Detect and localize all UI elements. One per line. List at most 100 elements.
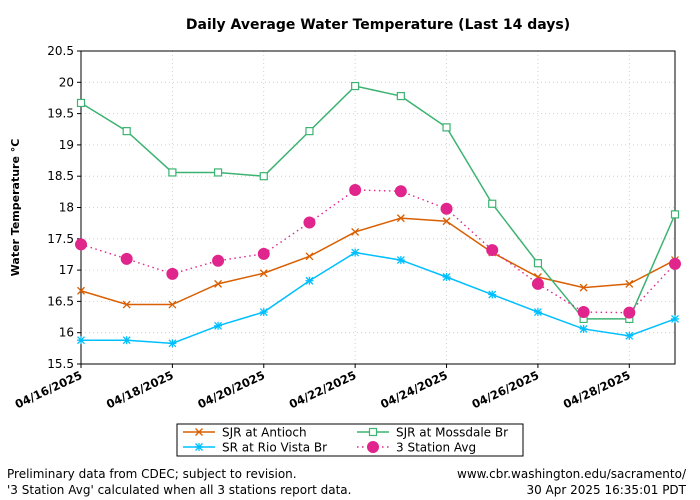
- data-point: [214, 279, 223, 288]
- legend-label: 3 Station Avg: [396, 441, 476, 455]
- data-point: [212, 254, 225, 267]
- data-point: [122, 336, 131, 345]
- x-tick-label: 04/24/2025: [378, 368, 450, 411]
- legend-item: 3 Station Avg: [357, 441, 476, 455]
- legend-marker: [195, 443, 203, 451]
- footer-disclaimer: Preliminary data from CDEC; subject to r…: [7, 467, 297, 481]
- data-point: [168, 339, 177, 348]
- data-point: [168, 168, 177, 177]
- data-point: [351, 227, 360, 236]
- y-tick-label: 20.5: [47, 44, 74, 58]
- grid-lines: [81, 51, 675, 364]
- data-point: [396, 256, 405, 265]
- data-point: [305, 127, 314, 136]
- data-point: [396, 214, 405, 223]
- x-tick-label: 04/28/2025: [561, 368, 633, 411]
- legend-label: SJR at Mossdale Br: [396, 426, 508, 440]
- water-temperature-chart: Daily Average Water Temperature (Last 14…: [9, 17, 681, 457]
- data-point: [351, 81, 360, 91]
- data-point: [77, 336, 85, 345]
- y-tick-label: 15.5: [47, 357, 74, 371]
- legend-box: [176, 423, 524, 457]
- data-point: [259, 172, 268, 181]
- data-point: [670, 210, 680, 219]
- y-tick-label: 17.5: [47, 232, 74, 246]
- legend-item: SJR at Mossdale Br: [357, 426, 508, 440]
- x-tick-label: 04/16/2025: [13, 368, 85, 411]
- data-point: [579, 283, 588, 292]
- data-point: [351, 248, 360, 257]
- data-point: [669, 257, 681, 270]
- data-point: [305, 276, 314, 285]
- data-point: [671, 314, 679, 323]
- data-point: [76, 98, 86, 108]
- data-point: [488, 290, 497, 299]
- legend-marker: [195, 428, 203, 436]
- data-point: [166, 267, 179, 280]
- series-sjr-at-mossdale-br: [76, 81, 680, 324]
- data-point: [213, 168, 223, 177]
- y-axis-label: Water Temperature °C: [9, 139, 22, 277]
- data-point: [168, 300, 177, 309]
- footer-avg-note: '3 Station Avg' calculated when all 3 st…: [7, 483, 352, 497]
- series-3-station-avg: [75, 183, 681, 319]
- legend-marker: [367, 441, 379, 453]
- data-point: [442, 123, 451, 132]
- y-tick-label: 20: [59, 75, 74, 89]
- x-tick-label: 04/18/2025: [104, 368, 176, 411]
- data-point: [533, 259, 543, 268]
- footer-notes: Preliminary data from CDEC; subject to r…: [7, 466, 351, 498]
- y-tick-label: 16: [59, 326, 74, 340]
- data-point: [257, 247, 270, 260]
- series-sr-at-rio-vista-br: [77, 248, 679, 348]
- series-sjr-at-antioch: [77, 214, 679, 309]
- data-point: [579, 324, 588, 333]
- x-tick-label: 04/20/2025: [195, 368, 267, 411]
- series-line: [81, 251, 676, 345]
- legend-label: SR at Rio Vista Br: [222, 441, 327, 455]
- data-point: [122, 300, 131, 309]
- data-point: [394, 185, 407, 198]
- legend-item: SR at Rio Vista Br: [183, 441, 327, 455]
- series-line: [80, 189, 676, 314]
- footer-source: www.cbr.washington.edu/sacramento/ 30 Ap…: [457, 466, 686, 498]
- series-line: [80, 85, 676, 320]
- data-point: [396, 91, 405, 101]
- legend-marker: [368, 427, 378, 437]
- series-line: [80, 217, 676, 306]
- data-point: [75, 238, 87, 251]
- data-point: [488, 199, 497, 208]
- data-point: [442, 217, 451, 226]
- legend-item: SJR at Antioch: [183, 426, 307, 440]
- x-tick-label: 04/26/2025: [470, 368, 542, 411]
- data-point: [305, 252, 314, 261]
- data-point: [259, 308, 268, 317]
- chart-title: Daily Average Water Temperature (Last 14…: [186, 17, 570, 33]
- data-point: [623, 306, 636, 319]
- data-point: [120, 252, 133, 265]
- data-point: [442, 272, 451, 281]
- data-point: [303, 216, 316, 229]
- footer-timestamp: 30 Apr 2025 16:35:01 PDT: [526, 483, 686, 497]
- y-tick-label: 18.5: [47, 169, 74, 183]
- data-point: [577, 306, 590, 319]
- data-point: [122, 127, 131, 136]
- data-point: [625, 279, 634, 288]
- y-tick-label: 18: [59, 201, 74, 215]
- y-tick-label: 16.5: [47, 294, 74, 308]
- x-tick-label: 04/22/2025: [287, 368, 359, 411]
- footer-url[interactable]: www.cbr.washington.edu/sacramento/: [457, 467, 686, 481]
- data-point: [625, 331, 634, 340]
- data-point: [77, 286, 85, 295]
- y-tick-label: 17: [59, 263, 74, 277]
- data-point: [349, 183, 362, 196]
- data-point: [214, 321, 223, 330]
- legend-label: SJR at Antioch: [222, 426, 307, 440]
- data-point: [533, 308, 542, 317]
- data-point: [531, 277, 544, 290]
- y-tick-label: 19: [59, 138, 74, 152]
- data-point: [259, 269, 268, 278]
- y-tick-label: 19.5: [47, 107, 74, 121]
- data-point: [486, 244, 499, 257]
